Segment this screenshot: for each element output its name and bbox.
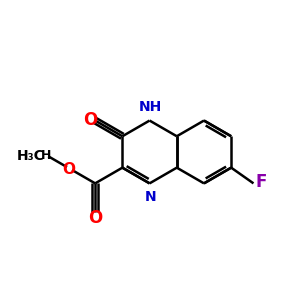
Text: F: F bbox=[256, 173, 267, 191]
Text: H: H bbox=[41, 149, 52, 162]
Text: H₃C: H₃C bbox=[16, 149, 44, 163]
Text: O: O bbox=[83, 111, 98, 129]
Text: N: N bbox=[145, 190, 156, 204]
Text: NH: NH bbox=[139, 100, 162, 114]
Text: O: O bbox=[88, 208, 102, 226]
Text: O: O bbox=[63, 161, 76, 176]
